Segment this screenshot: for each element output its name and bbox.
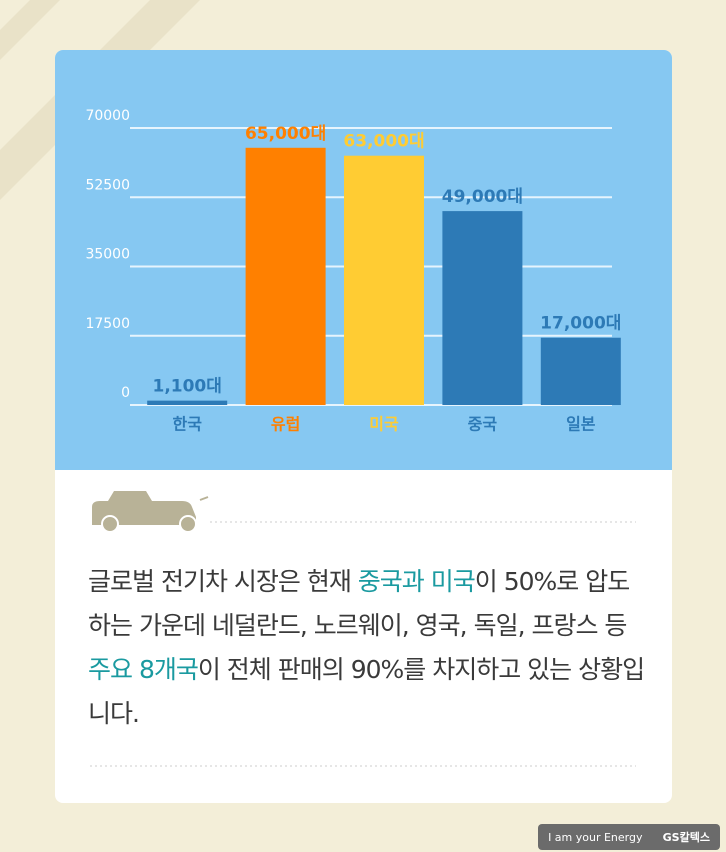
bar xyxy=(147,400,228,405)
y-tick-label: 35000 xyxy=(85,247,130,263)
x-tick-label: 일본 xyxy=(566,415,596,434)
value-label: 49,000대 xyxy=(442,187,523,207)
bar xyxy=(442,211,523,405)
stripe xyxy=(0,0,60,60)
value-label: 17,000대 xyxy=(540,314,621,334)
value-label: 1,100대 xyxy=(152,377,221,397)
value-label: 65,000대 xyxy=(245,124,326,144)
car-icon xyxy=(92,491,209,533)
x-tick-label: 중국 xyxy=(468,415,498,434)
value-label: 63,000대 xyxy=(343,132,424,152)
caption-text: 이 전체 판매의 90%를 차지하고 있는 상황입니다. xyxy=(88,655,645,728)
caption-text: 이 50%로 압도하는 가운데 네덜란드, 노르웨이, 영국, 독일, 프랑스 … xyxy=(88,567,630,640)
caption-text: 글로벌 전기차 시장은 현재 xyxy=(88,567,358,596)
bar xyxy=(344,155,424,405)
caption: 글로벌 전기차 시장은 현재 중국과 미국이 50%로 압도하는 가운데 네덜란… xyxy=(88,560,648,736)
bar xyxy=(245,147,326,406)
footer: I am your Energy GS칼텍스 xyxy=(538,824,720,850)
y-tick-label: 0 xyxy=(121,385,130,401)
y-tick-label: 17500 xyxy=(85,316,130,332)
highlight-text: 주요 8개국 xyxy=(88,655,199,684)
y-tick-label: 70000 xyxy=(85,108,130,124)
slogan: I am your Energy xyxy=(548,830,643,844)
x-tick-label: 한국 xyxy=(172,415,202,434)
bar xyxy=(540,337,621,405)
brand: GS칼텍스 xyxy=(662,831,710,844)
y-tick-label: 52500 xyxy=(85,177,130,193)
x-tick-label: 미국 xyxy=(369,415,399,434)
highlight-text: 중국과 미국 xyxy=(357,567,476,596)
x-tick-label: 유럽 xyxy=(271,415,300,434)
